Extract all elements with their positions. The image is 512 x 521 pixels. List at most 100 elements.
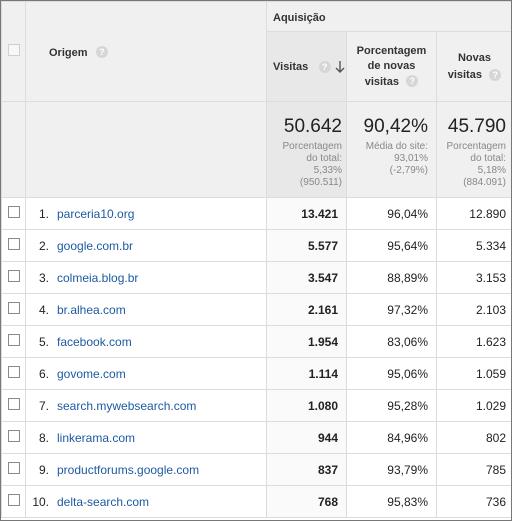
summary-empty-cell [1, 101, 26, 198]
table-row: 7. search.mywebsearch.com 1.080 95,28% 1.… [1, 389, 511, 422]
summary-visits: 50.642 Porcentagem do total: 5,33% (950.… [266, 101, 347, 198]
pct-new-cell: 97,32% [346, 293, 437, 326]
row-checkbox[interactable] [7, 238, 20, 250]
summary-pct-new: 90,42% Média do site: 93,01% (-2,79%) [346, 101, 437, 198]
source-link[interactable]: govome.com [57, 366, 126, 381]
row-checkbox-cell [1, 229, 26, 262]
header-metrics-row: Visitas ? Porcentagem de novas visitas ?… [2, 31, 511, 102]
source-link[interactable]: google.com.br [57, 238, 134, 253]
row-index: 10. [32, 494, 49, 509]
table-row: 1. parceria10.org 13.421 96,04% 12.890 [1, 197, 511, 230]
pct-new-visits-header[interactable]: Porcentagem de novas visitas ? [346, 31, 437, 102]
summary-new-visits-line1: Porcentagem [446, 141, 506, 152]
row-checkbox[interactable] [7, 334, 20, 346]
header-group-row: Origem ? Aquisição [1, 1, 511, 102]
new-visits-cell: 785 [436, 453, 511, 486]
summary-new-visits: 45.790 Porcentagem do total: 5,18% (884.… [436, 101, 511, 198]
origin-cell: 5. facebook.com [25, 325, 267, 358]
source-link[interactable]: delta-search.com [57, 494, 150, 509]
help-icon[interactable]: ? [318, 60, 331, 73]
row-checkbox-cell [1, 325, 26, 358]
visits-header[interactable]: Visitas ? [266, 31, 347, 102]
row-index: 9. [38, 462, 49, 477]
origin-cell: 1. parceria10.org [25, 197, 267, 230]
row-index: 7. [38, 398, 49, 413]
new-visits-cell: 12.890 [436, 197, 511, 230]
row-index: 3. [38, 270, 49, 285]
source-link[interactable]: colmeia.blog.br [57, 270, 139, 285]
visits-cell: 2.161 [266, 293, 347, 326]
help-icon[interactable]: ? [406, 75, 419, 88]
row-index: 2. [38, 238, 49, 253]
visits-cell: 1.954 [266, 325, 347, 358]
pct-new-cell: 95,06% [346, 357, 437, 390]
visits-cell: 837 [266, 453, 347, 486]
table-row: 5. facebook.com 1.954 83,06% 1.623 [1, 325, 511, 358]
source-link[interactable]: parceria10.org [57, 206, 135, 221]
origin-cell: 9. productforums.google.com [25, 453, 267, 486]
row-checkbox[interactable] [7, 462, 20, 474]
sort-descending-icon[interactable] [334, 60, 346, 74]
row-checkbox[interactable] [7, 398, 20, 410]
table-row: 4. br.alhea.com 2.161 97,32% 2.103 [1, 293, 511, 326]
origin-header-label: Origem [49, 46, 88, 59]
source-link[interactable]: productforums.google.com [57, 462, 200, 477]
new-visits-header-line1: Novas [457, 52, 492, 64]
help-icon[interactable]: ? [489, 68, 502, 81]
new-visits-cell: 736 [436, 485, 511, 518]
table-row: 2. google.com.br 5.577 95,64% 5.334 [1, 229, 511, 262]
pct-new-cell: 83,06% [346, 325, 437, 358]
pct-new-cell: 88,89% [346, 261, 437, 294]
new-visits-cell: 2.103 [436, 293, 511, 326]
source-link[interactable]: linkerama.com [57, 430, 136, 445]
new-visits-header-line2: visitas [447, 69, 482, 81]
origin-cell: 10. delta-search.com [25, 485, 267, 518]
select-all-cell [1, 1, 26, 102]
summary-visits-line4: (950.511) [299, 177, 342, 188]
visits-cell: 1.114 [266, 357, 347, 390]
table-row: 10. delta-search.com 768 95,83% 736 [1, 485, 511, 518]
row-checkbox[interactable] [7, 206, 20, 218]
new-visits-header[interactable]: Novas visitas ? [436, 31, 511, 102]
summary-pct-new-line3: (-2,79%) [389, 165, 428, 176]
source-link[interactable]: search.mywebsearch.com [57, 398, 197, 413]
visits-cell: 5.577 [266, 229, 347, 262]
row-checkbox[interactable] [7, 302, 20, 314]
row-checkbox-cell [1, 293, 26, 326]
table-row: 3. colmeia.blog.br 3.547 88,89% 3.153 [1, 261, 511, 294]
row-checkbox[interactable] [7, 430, 20, 442]
row-checkbox[interactable] [7, 270, 20, 282]
select-all-checkbox[interactable] [7, 44, 20, 56]
row-checkbox-cell [1, 485, 26, 518]
summary-empty-cell [25, 101, 267, 198]
summary-visits-line3: 5,33% [313, 165, 342, 176]
table-row: 9. productforums.google.com 837 93,79% 78… [1, 453, 511, 486]
summary-visits-value: 50.642 [283, 116, 342, 137]
origin-cell: 7. search.mywebsearch.com [25, 389, 267, 422]
summary-new-visits-line2: do total: [470, 153, 506, 164]
origin-header[interactable]: Origem ? [25, 1, 267, 102]
row-index: 8. [38, 430, 49, 445]
table-body: 1. parceria10.org 13.421 96,04% 12.890 2.… [1, 197, 511, 518]
summary-row: 50.642 Porcentagem do total: 5,33% (950.… [1, 101, 511, 198]
row-index: 4. [38, 302, 49, 317]
acquisition-label: Aquisição [273, 11, 326, 24]
table-row: 8. linkerama.com 944 84,96% 802 [1, 421, 511, 454]
new-visits-cell: 1.059 [436, 357, 511, 390]
source-link[interactable]: facebook.com [57, 334, 132, 349]
summary-new-visits-line3: 5,18% [477, 165, 506, 176]
summary-pct-new-line1: Média do site: [365, 141, 428, 152]
visits-cell: 3.547 [266, 261, 347, 294]
summary-pct-new-line2: 93,01% [394, 153, 428, 164]
origin-cell: 4. br.alhea.com [25, 293, 267, 326]
help-icon[interactable]: ? [95, 46, 108, 59]
source-link[interactable]: br.alhea.com [57, 302, 126, 317]
row-checkbox[interactable] [7, 366, 20, 378]
row-index: 5. [38, 334, 49, 349]
pct-new-cell: 84,96% [346, 421, 437, 454]
origin-cell: 2. google.com.br [25, 229, 267, 262]
origin-cell: 6. govome.com [25, 357, 267, 390]
pct-new-header-line2: de novas [367, 59, 416, 72]
row-checkbox[interactable] [7, 494, 20, 506]
